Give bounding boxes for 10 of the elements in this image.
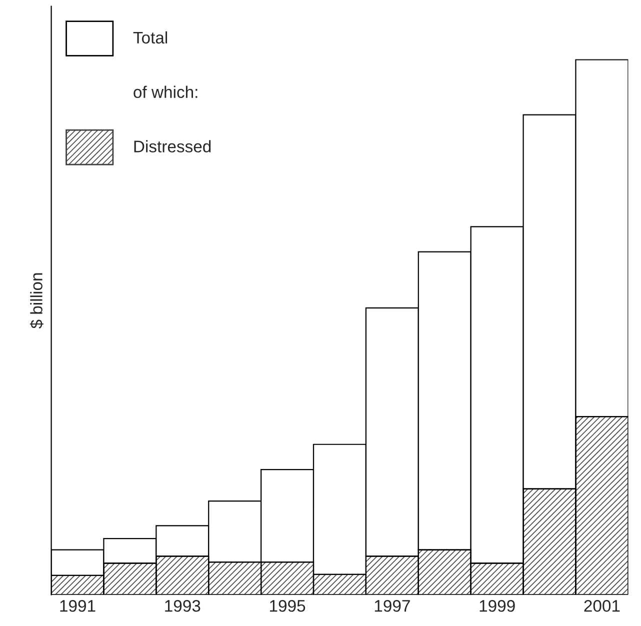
x-tick-label: 1995 xyxy=(270,600,306,612)
y-axis-title: $ billion xyxy=(30,273,44,329)
x-tick-label: 1999 xyxy=(480,600,515,612)
x-tick-label: 1993 xyxy=(165,600,200,612)
legend-label: Total xyxy=(133,31,168,44)
x-tick-label: 1991 xyxy=(60,600,96,612)
x-tick-label: 1997 xyxy=(374,600,410,612)
x-tick-label: 2001 xyxy=(584,600,620,612)
legend-label: Distressed xyxy=(134,140,211,152)
annotation: of which: xyxy=(134,86,198,98)
